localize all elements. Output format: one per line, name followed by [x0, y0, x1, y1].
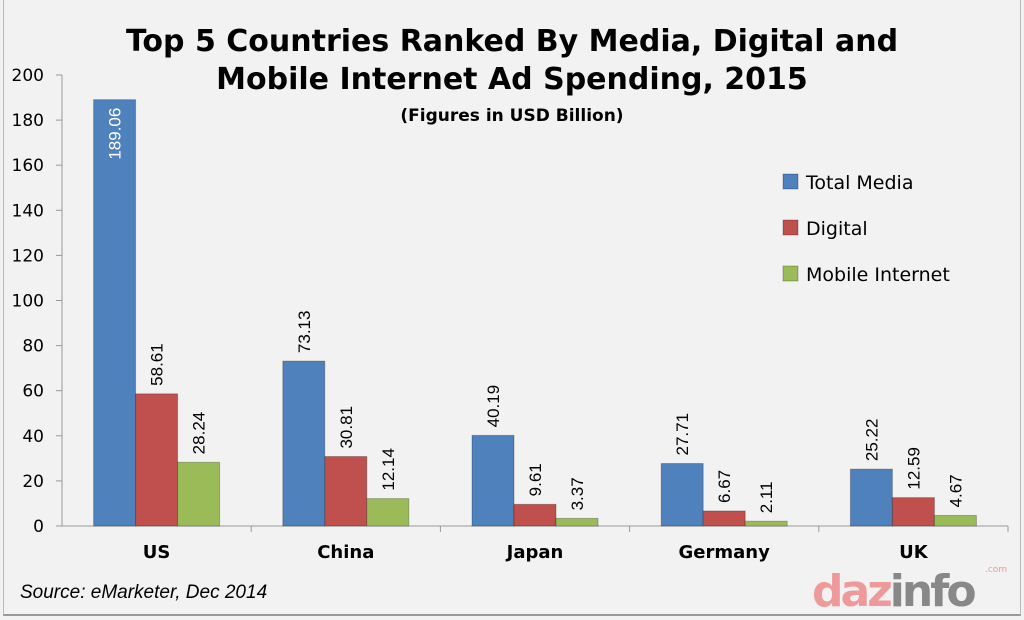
data-label: 73.13	[295, 311, 314, 354]
bar-digital	[135, 393, 179, 527]
data-label: 12.14	[379, 448, 398, 491]
y-tick-label: 40	[22, 427, 44, 447]
data-label: 9.61	[526, 463, 545, 496]
chart-title-line-2: Mobile Internet Ad Spending, 2015	[216, 62, 808, 97]
logo-com: .com	[985, 565, 1008, 575]
x-tick-label: Germany	[679, 542, 771, 563]
y-tick-label: 200	[12, 66, 44, 86]
bar-mobile-internet	[177, 461, 221, 527]
source-note: Source: eMarketer, Dec 2014	[20, 582, 268, 603]
bar-total-media	[93, 99, 137, 527]
bar-total-media	[282, 360, 326, 527]
bar-mobile-internet	[744, 520, 788, 527]
legend-swatch	[782, 219, 799, 236]
bar-total-media	[660, 463, 704, 527]
y-tick-label: 140	[12, 201, 44, 221]
legend-swatch	[782, 265, 799, 282]
legend-label: Mobile Internet	[806, 264, 950, 286]
data-label: 4.67	[946, 474, 965, 507]
data-label: 27.71	[673, 413, 692, 456]
bar-mobile-internet	[933, 514, 977, 527]
data-label: 3.37	[568, 477, 587, 510]
y-tick-label: 0	[33, 517, 44, 537]
bar-total-media	[471, 434, 515, 527]
data-label: 2.11	[757, 481, 776, 513]
y-tick-label: 20	[22, 472, 44, 492]
bar-digital	[702, 510, 746, 527]
y-tick-label: 100	[12, 292, 44, 312]
data-label: 40.19	[484, 385, 503, 428]
chart-subtitle: (Figures in USD Billion)	[400, 106, 624, 126]
bar-mobile-internet	[555, 517, 599, 527]
bar-digital	[513, 503, 557, 527]
y-tick-label: 180	[12, 111, 44, 131]
data-label: 58.61	[148, 343, 167, 386]
y-tick-label: 60	[22, 382, 44, 402]
chart-frame	[3, 0, 1021, 616]
x-tick-label: UK	[899, 542, 929, 563]
data-label: 6.67	[715, 470, 734, 503]
data-label: 25.22	[862, 419, 881, 462]
y-tick-label: 120	[12, 246, 44, 266]
legend-label: Digital	[806, 218, 868, 240]
bar-mobile-internet	[366, 498, 410, 527]
dazeinfo-logo: dazinfo	[812, 570, 977, 614]
data-label: 30.81	[337, 406, 356, 449]
legend-swatch	[782, 173, 799, 190]
chart-title-line-1: Top 5 Countries Ranked By Media, Digital…	[125, 24, 899, 59]
data-label: 189.06	[106, 108, 125, 160]
x-tick-label: US	[143, 542, 171, 563]
logo-part-2: info	[889, 566, 977, 617]
x-tick-label: China	[317, 542, 374, 563]
legend-label: Total Media	[805, 172, 913, 194]
y-tick-label: 80	[22, 337, 44, 357]
logo-part-1: daz	[812, 566, 893, 617]
y-tick-label: 160	[12, 156, 44, 176]
x-tick-label: Japan	[505, 542, 564, 563]
bar-digital	[324, 456, 368, 527]
data-label: 28.24	[190, 412, 209, 455]
bar-total-media	[849, 468, 893, 527]
bar-digital	[891, 497, 935, 527]
data-label: 12.59	[904, 447, 923, 490]
